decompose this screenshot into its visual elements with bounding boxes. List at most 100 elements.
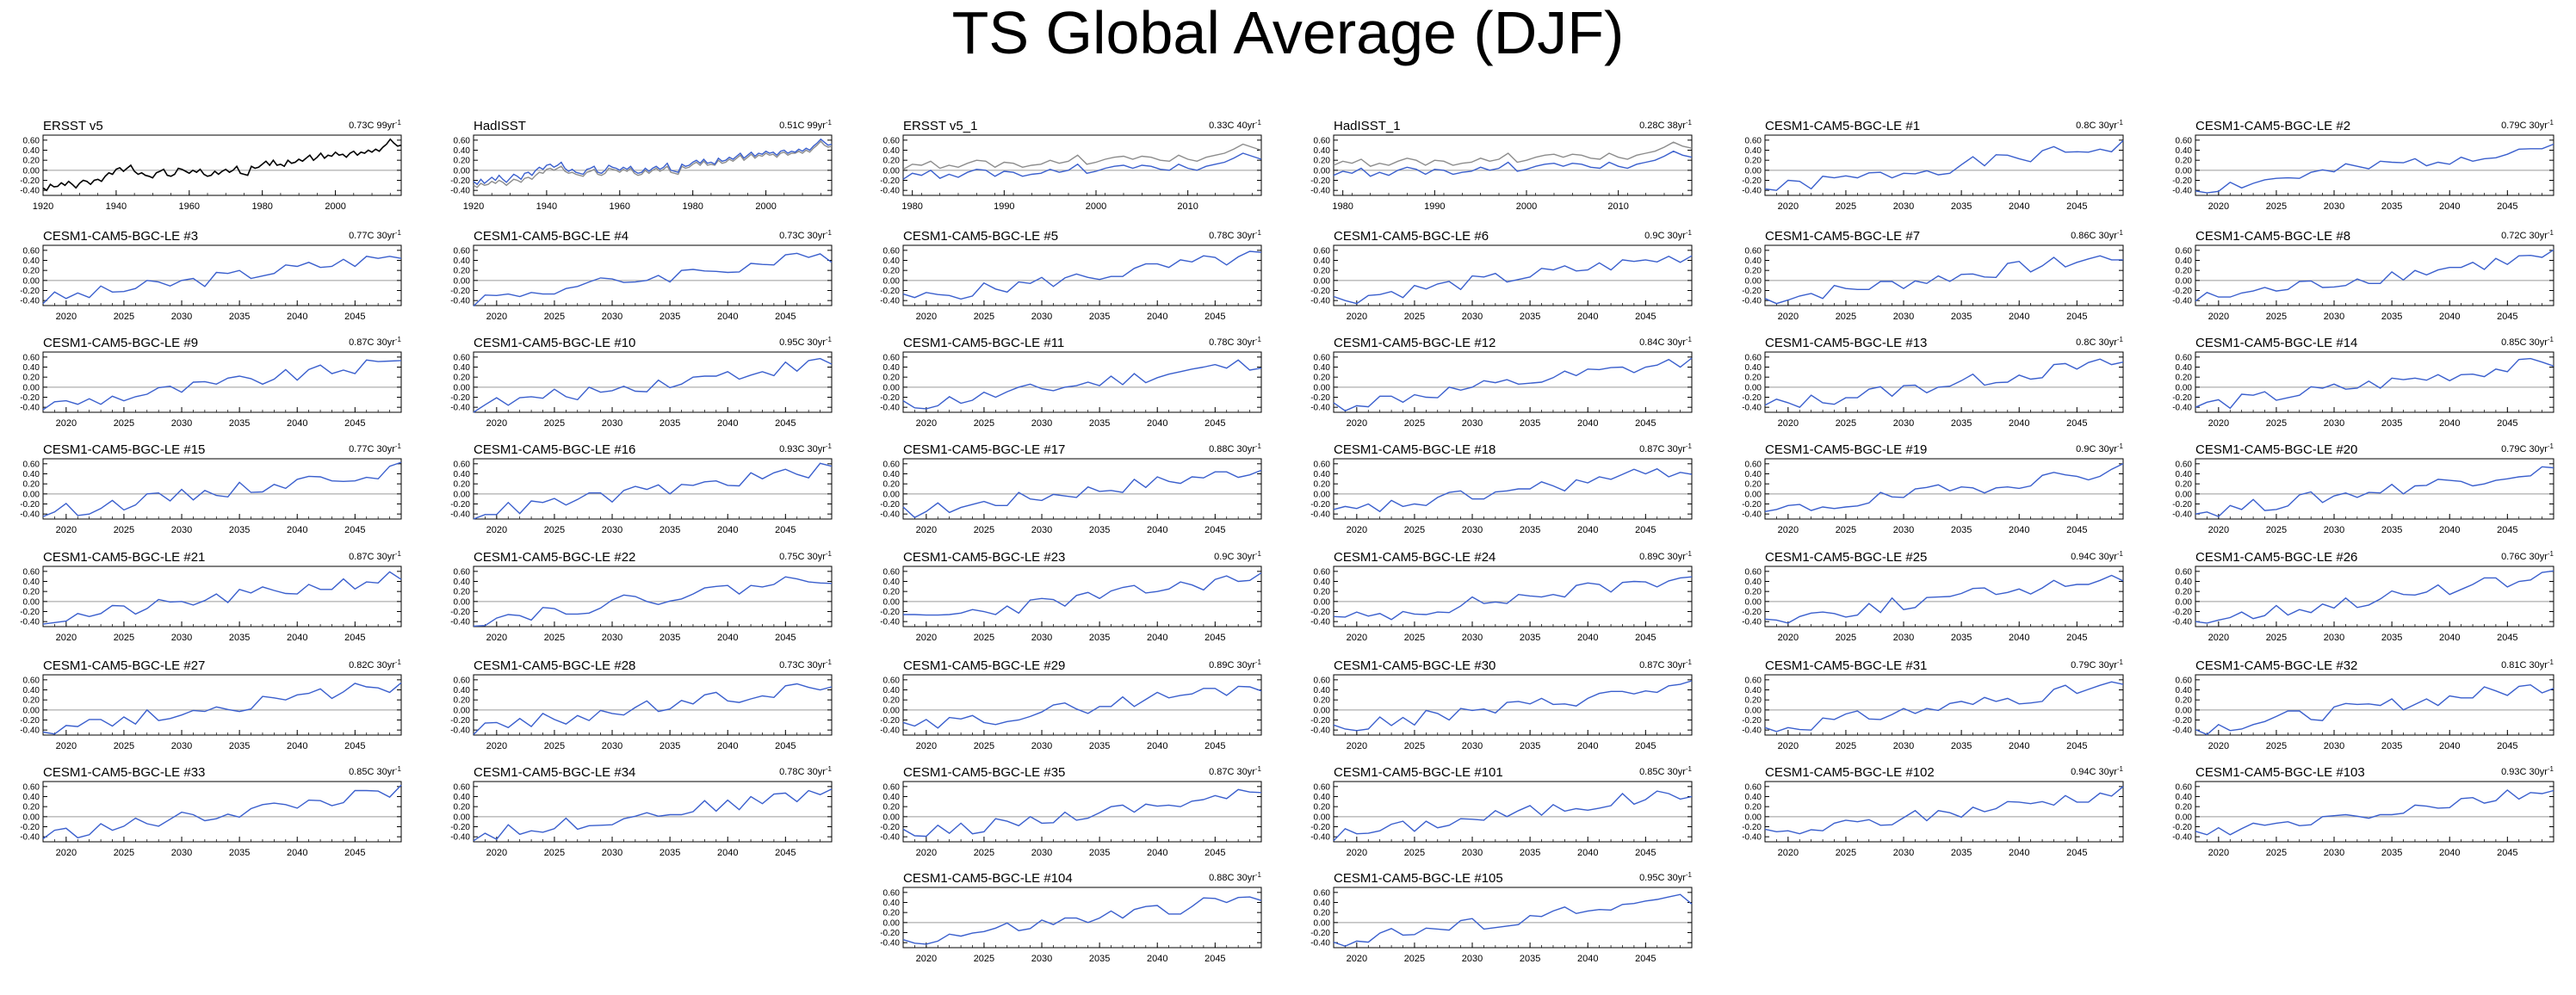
y-tick-label: 0.20	[1745, 588, 1762, 597]
y-tick-label: 0.20	[2176, 374, 2193, 383]
y-tick-label: 0.40	[2176, 363, 2193, 373]
y-tick-label: -0.20	[1310, 176, 1330, 186]
y-tick-label: -0.40	[450, 726, 470, 736]
x-tick-label: 2025	[974, 525, 994, 535]
x-tick-label: 2025	[544, 741, 565, 751]
trend-label: 0.28C 38yr-1	[1639, 119, 1692, 131]
y-tick-label: 0.40	[454, 686, 471, 695]
x-tick-label: 2040	[2009, 312, 2029, 322]
panel-32: CESM1-CAM5-BGC-LE #28 0.73C 30yr-1 0.600.4…	[450, 658, 832, 751]
x-tick-label: 2020	[1347, 525, 1367, 535]
panel-title: CESM1-CAM5-BGC-LE #28	[474, 658, 635, 673]
trend-label: 0.89C 30yr-1	[1209, 658, 1261, 671]
y-tick-label: -0.40	[1310, 939, 1330, 949]
x-tick-label: 2020	[1778, 633, 1799, 643]
y-tick-label: 0.60	[883, 136, 901, 145]
trend-label: 0.88C 30yr-1	[1209, 442, 1261, 454]
panel-title: CESM1-CAM5-BGC-LE #24	[1334, 550, 1495, 565]
panel-title: CESM1-CAM5-BGC-LE #21	[43, 550, 205, 565]
panel-14: CESM1-CAM5-BGC-LE #10 0.95C 30yr-1 0.600.4…	[450, 336, 832, 429]
y-tick-label: -0.20	[880, 823, 900, 832]
series-line	[473, 139, 833, 188]
x-tick-label: 2000	[1516, 201, 1537, 212]
trend-label: 0.79C 30yr-1	[2501, 119, 2554, 131]
trend-label: 0.51C 99yr-1	[779, 119, 832, 131]
y-tick-label: 0.20	[1745, 157, 1762, 166]
x-tick-label: 2025	[544, 633, 565, 643]
y-tick-label: -0.20	[450, 393, 470, 403]
x-tick-label: 2030	[2324, 741, 2344, 751]
y-tick-label: 0.40	[883, 793, 901, 802]
x-tick-label: 2040	[717, 633, 738, 643]
trend-label: 0.86C 30yr-1	[2071, 229, 2123, 241]
plot-frame	[1333, 458, 1693, 520]
trend-label: 0.84C 30yr-1	[1639, 336, 1692, 348]
y-tick-label: 0.60	[454, 782, 471, 792]
panel-title: ERSST v5	[43, 119, 103, 133]
x-tick-label: 2020	[2208, 741, 2229, 751]
y-tick-label: 0.00	[883, 813, 901, 822]
x-tick-label: 2030	[1893, 525, 1914, 535]
trend-label: 0.9C 30yr-1	[1214, 550, 1261, 562]
y-tick-label: 0.00	[2176, 166, 2193, 176]
y-tick-label: -0.40	[880, 297, 900, 306]
y-tick-label: 0.20	[2176, 267, 2193, 276]
y-tick-label: -0.20	[1742, 393, 1762, 403]
y-tick-label: 0.40	[2176, 793, 2193, 802]
x-tick-label: 2025	[114, 525, 134, 535]
x-tick-label: 2045	[344, 418, 365, 429]
y-tick-label: -0.20	[1310, 608, 1330, 617]
x-tick-label: 2020	[56, 633, 77, 643]
panel-3: ERSST v5_1 0.33C 40yr-10.600.400.200.00-0…	[880, 119, 1262, 212]
y-tick-label: 0.20	[883, 480, 901, 490]
y-tick-label: 0.40	[1314, 899, 1331, 908]
x-tick-label: 2035	[1089, 633, 1110, 643]
y-tick-label: 0.20	[1745, 374, 1762, 383]
y-tick-label: 0.00	[883, 918, 901, 928]
x-tick-label: 2040	[1147, 525, 1167, 535]
x-tick-label: 2020	[1347, 954, 1367, 964]
x-tick-label: 2030	[171, 741, 192, 751]
y-tick-label: 0.20	[883, 696, 901, 706]
plot-frame	[42, 351, 402, 413]
y-tick-label: -0.40	[1742, 404, 1762, 413]
y-tick-label: -0.40	[20, 187, 40, 196]
x-tick-label: 2040	[2009, 525, 2029, 535]
series-line	[1333, 255, 1693, 305]
trend-label: 0.9C 30yr-1	[2076, 442, 2123, 454]
panel-title: CESM1-CAM5-BGC-LE #30	[1334, 658, 1495, 673]
y-tick-label: 0.20	[23, 588, 40, 597]
x-tick-label: 2035	[659, 312, 680, 322]
x-tick-label: 2030	[1462, 954, 1483, 964]
plot-frame	[902, 134, 1262, 196]
y-tick-label: 0.00	[883, 276, 901, 286]
panel-20: CESM1-CAM5-BGC-LE #16 0.93C 30yr-1 0.600.4…	[450, 442, 832, 535]
x-tick-label: 2035	[229, 418, 250, 429]
y-tick-label: 0.60	[23, 676, 40, 685]
y-tick-label: 0.20	[1314, 696, 1331, 706]
panel-title: CESM1-CAM5-BGC-LE #16	[474, 442, 635, 457]
x-tick-label: 2045	[775, 633, 796, 643]
trend-label: 0.73C 30yr-1	[779, 658, 832, 671]
x-tick-label: 2020	[1347, 418, 1367, 429]
x-tick-label: 2035	[2381, 633, 2402, 643]
y-tick-label: 0.00	[23, 490, 40, 499]
series-line	[2195, 143, 2554, 194]
x-tick-label: 2035	[229, 525, 250, 535]
trend-label: 0.78C 30yr-1	[1209, 336, 1261, 348]
x-tick-label: 2030	[1031, 848, 1052, 858]
series-line	[473, 138, 833, 186]
x-tick-label: 2020	[56, 525, 77, 535]
series-line	[2195, 466, 2554, 517]
x-tick-label: 2025	[1404, 525, 1425, 535]
x-tick-label: 2045	[1204, 848, 1225, 858]
plot-frame	[902, 781, 1262, 843]
panel-13: CESM1-CAM5-BGC-LE #9 0.87C 30yr-1 0.600.40…	[20, 336, 402, 429]
x-tick-label: 2040	[717, 741, 738, 751]
x-tick-label: 2045	[1635, 525, 1656, 535]
x-tick-label: 2040	[2439, 633, 2460, 643]
series-line	[42, 359, 402, 411]
x-tick-label: 2025	[544, 848, 565, 858]
y-tick-label: -0.20	[880, 393, 900, 403]
y-tick-label: -0.40	[880, 833, 900, 843]
